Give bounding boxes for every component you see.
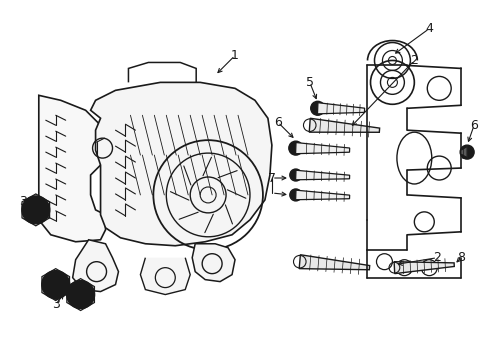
Polygon shape <box>140 258 190 294</box>
Polygon shape <box>299 255 369 270</box>
Text: 3: 3 <box>19 195 27 208</box>
Polygon shape <box>295 170 349 180</box>
Polygon shape <box>308 118 379 132</box>
Circle shape <box>459 145 473 159</box>
Polygon shape <box>295 143 349 154</box>
Text: 1: 1 <box>231 49 239 62</box>
Circle shape <box>289 189 301 201</box>
Circle shape <box>22 196 50 224</box>
Polygon shape <box>393 262 453 274</box>
Polygon shape <box>317 103 364 114</box>
Text: 2: 2 <box>409 54 417 67</box>
Text: 4: 4 <box>425 22 432 35</box>
Polygon shape <box>90 82 271 246</box>
Circle shape <box>41 271 69 298</box>
Text: 5: 5 <box>305 76 313 89</box>
Text: 7: 7 <box>267 171 275 185</box>
Circle shape <box>289 169 301 181</box>
Polygon shape <box>192 244 235 282</box>
Text: 8: 8 <box>456 251 464 264</box>
Circle shape <box>288 141 302 155</box>
Polygon shape <box>39 95 108 242</box>
Polygon shape <box>460 147 466 158</box>
Text: 6: 6 <box>469 119 477 132</box>
Text: 6: 6 <box>273 116 281 129</box>
Polygon shape <box>73 240 118 292</box>
Circle shape <box>66 280 94 309</box>
Text: 2: 2 <box>432 251 440 264</box>
Text: 3: 3 <box>52 298 60 311</box>
Polygon shape <box>295 190 349 200</box>
Circle shape <box>310 101 324 115</box>
